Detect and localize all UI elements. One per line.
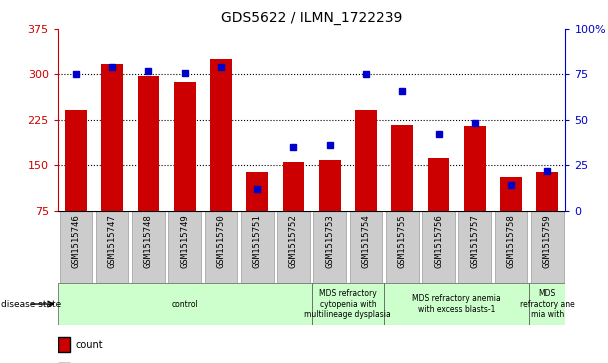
- Bar: [536, 172, 558, 211]
- FancyBboxPatch shape: [384, 283, 529, 325]
- Text: GSM1515752: GSM1515752: [289, 214, 298, 268]
- Bar: [500, 177, 522, 211]
- Bar: [174, 82, 196, 211]
- Bar: [65, 110, 87, 211]
- Bar: [137, 76, 159, 211]
- FancyBboxPatch shape: [422, 211, 455, 283]
- FancyBboxPatch shape: [205, 211, 237, 283]
- FancyBboxPatch shape: [58, 283, 311, 325]
- Text: GSM1515755: GSM1515755: [398, 214, 407, 268]
- Title: GDS5622 / ILMN_1722239: GDS5622 / ILMN_1722239: [221, 11, 402, 25]
- FancyBboxPatch shape: [311, 283, 384, 325]
- Bar: [246, 172, 268, 211]
- Bar: [355, 110, 377, 211]
- Text: GSM1515756: GSM1515756: [434, 214, 443, 268]
- Text: GSM1515759: GSM1515759: [543, 214, 552, 268]
- Text: MDS refractory anemia
with excess blasts-1: MDS refractory anemia with excess blasts…: [412, 294, 501, 314]
- Text: MDS
refractory ane
mia with: MDS refractory ane mia with: [520, 289, 575, 319]
- FancyBboxPatch shape: [458, 211, 491, 283]
- FancyBboxPatch shape: [386, 211, 418, 283]
- Text: GSM1515758: GSM1515758: [506, 214, 516, 268]
- Bar: [464, 126, 486, 211]
- Text: control: control: [171, 299, 198, 309]
- FancyBboxPatch shape: [168, 211, 201, 283]
- Text: GSM1515751: GSM1515751: [253, 214, 261, 268]
- Bar: [210, 59, 232, 211]
- FancyBboxPatch shape: [313, 211, 346, 283]
- Text: MDS refractory
cytopenia with
multilineage dysplasia: MDS refractory cytopenia with multilinea…: [305, 289, 391, 319]
- FancyBboxPatch shape: [96, 211, 128, 283]
- Text: GSM1515754: GSM1515754: [362, 214, 370, 268]
- FancyBboxPatch shape: [495, 211, 527, 283]
- Bar: [392, 125, 413, 211]
- Bar: [319, 160, 340, 211]
- Bar: [102, 64, 123, 211]
- FancyBboxPatch shape: [58, 337, 71, 352]
- Bar: [427, 158, 449, 211]
- Text: GSM1515748: GSM1515748: [144, 214, 153, 268]
- FancyBboxPatch shape: [350, 211, 382, 283]
- Text: GSM1515746: GSM1515746: [71, 214, 80, 268]
- FancyBboxPatch shape: [241, 211, 274, 283]
- Text: count: count: [75, 340, 103, 350]
- FancyBboxPatch shape: [529, 283, 565, 325]
- Text: GSM1515749: GSM1515749: [180, 214, 189, 268]
- Text: GSM1515757: GSM1515757: [470, 214, 479, 268]
- Text: GSM1515747: GSM1515747: [108, 214, 117, 268]
- FancyBboxPatch shape: [132, 211, 165, 283]
- Text: GSM1515753: GSM1515753: [325, 214, 334, 268]
- Text: disease state: disease state: [1, 299, 61, 309]
- Text: GSM1515750: GSM1515750: [216, 214, 226, 268]
- Bar: [283, 162, 305, 211]
- FancyBboxPatch shape: [531, 211, 564, 283]
- FancyBboxPatch shape: [60, 211, 92, 283]
- FancyBboxPatch shape: [277, 211, 310, 283]
